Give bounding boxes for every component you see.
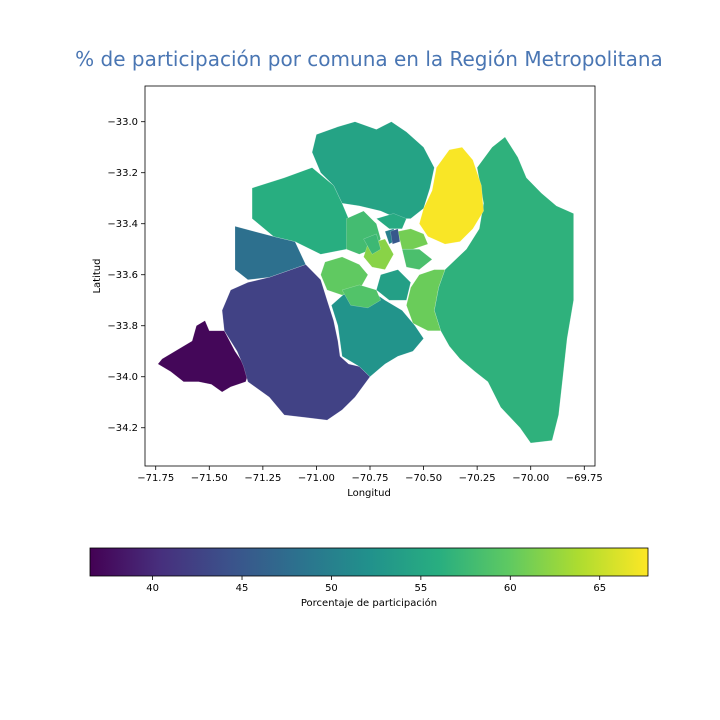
x-tick-label: −69.75 bbox=[566, 473, 603, 484]
y-tick-label: −33.6 bbox=[107, 270, 138, 281]
comuna-region-1 bbox=[221, 264, 371, 421]
x-axis-ticks: −71.75 −71.50 −71.25 −71.00 −70.75 −70.50 −70.… bbox=[137, 466, 603, 484]
colorbar-tick-label: 65 bbox=[593, 583, 606, 594]
x-tick-label: −71.75 bbox=[137, 473, 174, 484]
y-tick-label: −33.0 bbox=[107, 117, 138, 128]
y-tick-label: −34.0 bbox=[107, 372, 138, 383]
colorbar-tick-label: 50 bbox=[325, 583, 338, 594]
x-tick-label: −71.50 bbox=[191, 473, 228, 484]
comuna-region-17 bbox=[390, 228, 401, 245]
colorbar bbox=[89, 547, 649, 577]
x-tick-label: −71.25 bbox=[244, 473, 281, 484]
y-axis-label: Latitud bbox=[92, 258, 103, 293]
colorbar-tick-label: 55 bbox=[414, 583, 427, 594]
comuna-region-19 bbox=[363, 233, 381, 255]
comuna-regions bbox=[157, 121, 574, 444]
comuna-region-2 bbox=[234, 225, 307, 281]
colorbar-tick-label: 45 bbox=[236, 583, 249, 594]
colorbar-tick-label: 60 bbox=[504, 583, 517, 594]
y-tick-label: −33.4 bbox=[107, 219, 138, 230]
x-tick-label: −70.00 bbox=[512, 473, 549, 484]
comuna-region-8 bbox=[419, 146, 484, 245]
y-tick-label: −33.8 bbox=[107, 321, 138, 332]
x-tick-label: −70.25 bbox=[459, 473, 496, 484]
comuna-region-12 bbox=[341, 284, 382, 309]
x-axis-label: Longitud bbox=[347, 488, 391, 499]
x-tick-label: −71.00 bbox=[298, 473, 335, 484]
comuna-region-18 bbox=[375, 213, 407, 230]
y-axis-ticks: −33.0 −33.2 −33.4 −33.6 −33.8 −34.0 −34.2 bbox=[107, 117, 145, 434]
comuna-region-7 bbox=[406, 269, 446, 332]
y-tick-label: −34.2 bbox=[107, 423, 138, 434]
colorbar-tick-label: 40 bbox=[146, 583, 159, 594]
x-tick-label: −70.50 bbox=[405, 473, 442, 484]
comuna-region-14 bbox=[401, 248, 433, 270]
comuna-region-13 bbox=[397, 228, 429, 250]
chart-title: % de participación por comuna en la Regi… bbox=[75, 47, 663, 71]
y-tick-label: −33.2 bbox=[107, 168, 138, 179]
comuna-region-15 bbox=[376, 269, 411, 301]
x-tick-label: −70.75 bbox=[351, 473, 388, 484]
colorbar-label: Porcentaje de participación bbox=[301, 597, 437, 609]
colorbar-ticks: 40 45 50 55 60 65 bbox=[146, 576, 606, 594]
